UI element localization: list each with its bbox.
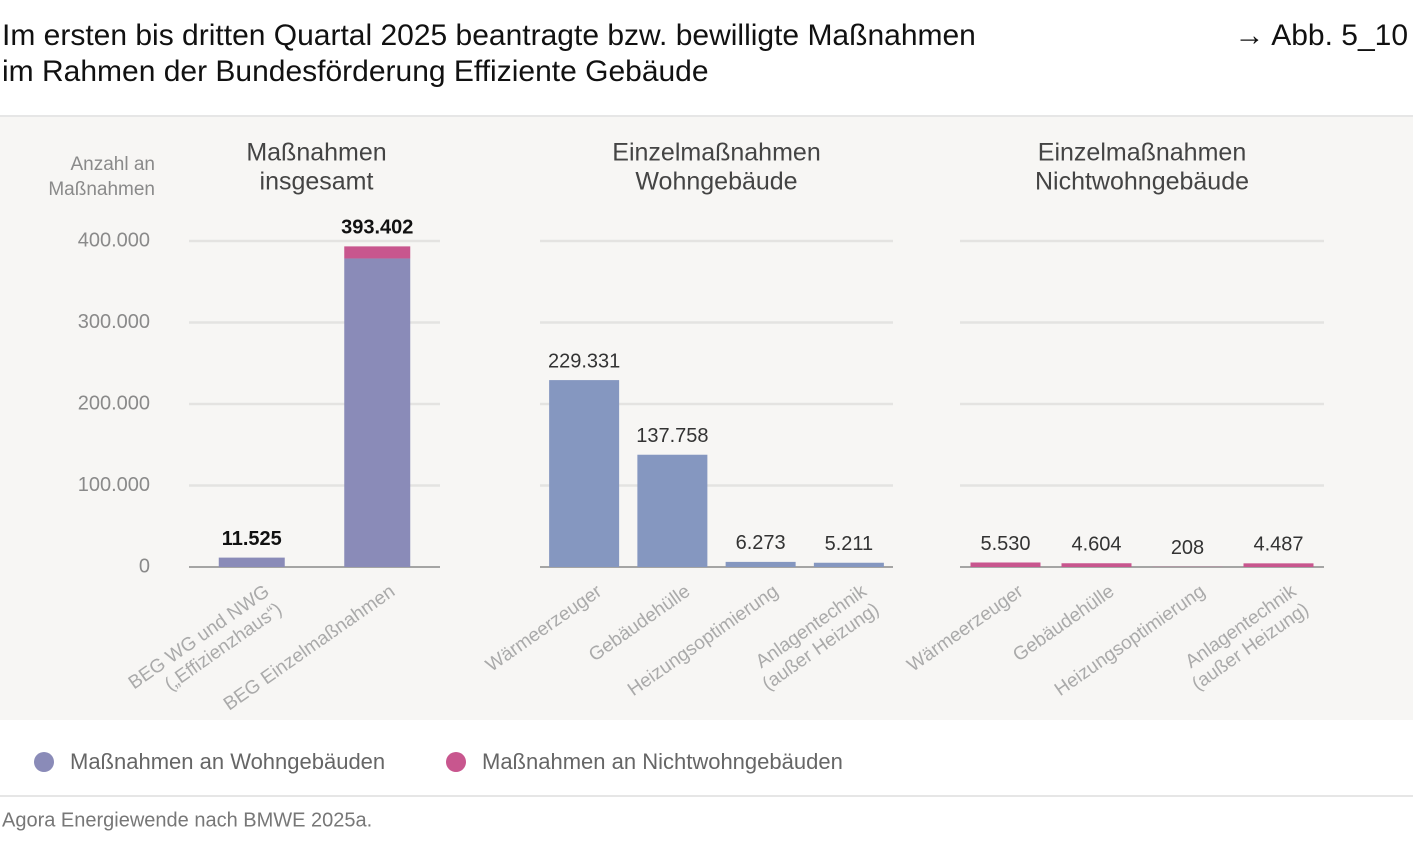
panel-title: insgesamt bbox=[260, 168, 374, 196]
value-label: 5.211 bbox=[825, 533, 874, 555]
bar bbox=[1243, 563, 1314, 567]
legend-label: Maßnahmen an Wohngebäuden bbox=[70, 749, 385, 774]
bar bbox=[725, 561, 796, 567]
source: Agora Energiewende nach BMWE 2025a. bbox=[2, 809, 372, 831]
chart-title: im Rahmen der Bundesförderung Effiziente… bbox=[2, 55, 709, 88]
value-label: 137.758 bbox=[636, 425, 708, 447]
value-label: 4.604 bbox=[1071, 534, 1121, 556]
bar bbox=[1061, 563, 1132, 567]
legend-marker bbox=[34, 752, 54, 772]
value-label: 208 bbox=[1171, 537, 1204, 559]
bar bbox=[970, 562, 1041, 567]
panel-title: Einzelmaßnahmen bbox=[1038, 139, 1246, 167]
bar-segment bbox=[344, 258, 411, 567]
y-tick-label: 400.000 bbox=[78, 229, 150, 251]
value-label: 6.273 bbox=[736, 532, 786, 554]
total-label: 393.402 bbox=[341, 217, 413, 239]
bar-segment bbox=[344, 246, 411, 259]
panel-title: Nichtwohngebäude bbox=[1035, 168, 1249, 196]
y-tick-label: 200.000 bbox=[78, 392, 150, 414]
y-tick-label: 0 bbox=[139, 555, 150, 577]
bar-segment bbox=[218, 557, 285, 567]
plot-background bbox=[0, 117, 1413, 720]
panel-title: Einzelmaßnahmen bbox=[612, 139, 820, 167]
legend-marker bbox=[446, 752, 466, 772]
value-label: 229.331 bbox=[548, 350, 620, 372]
bar bbox=[813, 562, 884, 567]
value-label: 4.487 bbox=[1253, 534, 1303, 556]
figure-ref: → Abb. 5_10 bbox=[1235, 19, 1408, 52]
bar bbox=[637, 454, 708, 567]
bar bbox=[549, 380, 620, 567]
total-label: 11.525 bbox=[222, 528, 282, 550]
legend-label: Maßnahmen an Nichtwohngebäuden bbox=[482, 749, 843, 774]
panel-title: Maßnahmen bbox=[246, 139, 386, 167]
y-tick-label: 300.000 bbox=[78, 311, 150, 333]
value-label: 5.530 bbox=[980, 533, 1030, 555]
y-tick-label: 100.000 bbox=[78, 474, 150, 496]
y-axis-label: Anzahl an bbox=[70, 154, 155, 175]
y-axis-label: Maßnahmen bbox=[48, 179, 155, 200]
panel-title: Wohngebäude bbox=[635, 168, 797, 196]
chart-title: Im ersten bis dritten Quartal 2025 beant… bbox=[2, 19, 976, 52]
